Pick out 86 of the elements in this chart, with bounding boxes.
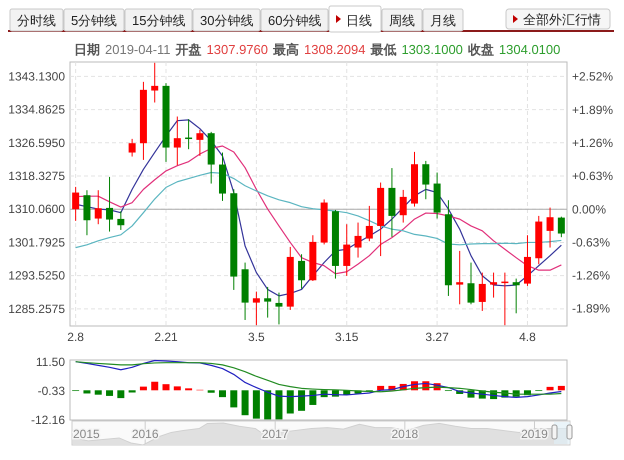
candlestick xyxy=(252,291,260,326)
candlestick xyxy=(174,116,181,166)
x-tick-label: 2016 xyxy=(132,427,159,441)
text: 30分钟线 xyxy=(200,13,254,28)
x-tick-label: 2.8 xyxy=(67,330,84,344)
bar xyxy=(298,390,306,411)
y2-tick-label: +1.89% xyxy=(572,102,614,117)
bar xyxy=(275,390,282,420)
bar xyxy=(286,390,294,414)
bar xyxy=(94,390,102,395)
y-tick-label: -12.16 xyxy=(30,413,66,427)
bar xyxy=(140,386,147,390)
candlestick xyxy=(400,189,407,224)
candlestick xyxy=(558,216,565,238)
x-tick-label: 2.21 xyxy=(154,330,178,344)
y2-tick-label: +0.63% xyxy=(572,169,614,184)
text: 分时线 xyxy=(17,13,56,28)
y-tick-label: -0.33 xyxy=(38,384,66,398)
y-tick-label: 1285.2575 xyxy=(8,302,66,316)
candlestick xyxy=(546,207,554,248)
candlestick xyxy=(354,222,362,258)
y2-tick-label: +2.52% xyxy=(572,70,614,84)
bar xyxy=(546,386,554,390)
bar xyxy=(242,390,249,416)
candlestick xyxy=(456,250,464,305)
y-tick-label: 1293.5250 xyxy=(8,268,66,283)
x-tick-label: 3.5 xyxy=(248,330,266,344)
text: 日期 2019-04-11 开盘 1307.9760 最高 1308.2094 最低 1303.1000 收盘 1304.0100 xyxy=(74,42,560,57)
y2-tick-label: -1.26% xyxy=(572,268,610,283)
text: 5分钟线 xyxy=(71,13,118,28)
y-tick-label: 1301.7925 xyxy=(8,235,66,250)
line-series xyxy=(75,172,562,248)
x-tick-label: 2019 xyxy=(521,427,548,441)
candlestick xyxy=(478,272,486,312)
text: 月线 xyxy=(430,13,456,28)
y-tick-label: 1310.0600 xyxy=(8,202,66,216)
candlestick xyxy=(422,160,430,200)
candlestick xyxy=(117,210,124,230)
candlestick xyxy=(264,286,272,318)
y-tick-label: 1334.8625 xyxy=(8,102,66,117)
text: 15分钟线 xyxy=(132,13,186,28)
candlestick xyxy=(366,205,373,242)
y2-tick-label: +1.26% xyxy=(572,136,614,150)
y2-tick-label: 0.00% xyxy=(572,202,606,216)
y-tick-label: 1326.5950 xyxy=(8,136,66,150)
x-tick-label: 2017 xyxy=(262,427,289,441)
candlestick xyxy=(72,186,80,222)
y-tick-label: 11.50 xyxy=(36,355,66,370)
text: 全部外汇行情 xyxy=(523,12,601,27)
text: 周线 xyxy=(389,13,415,28)
candlestick xyxy=(467,262,474,305)
candlestick xyxy=(512,278,520,314)
candlestick xyxy=(343,224,350,276)
candlestick xyxy=(185,118,192,150)
x-tick-label: 2018 xyxy=(391,427,418,441)
candlestick xyxy=(501,272,508,326)
x-tick-label: 3.15 xyxy=(335,330,359,344)
bar xyxy=(264,390,272,420)
y2-tick-label: -0.63% xyxy=(572,235,610,250)
bar xyxy=(252,390,260,419)
candlestick xyxy=(275,292,282,325)
bar xyxy=(106,390,114,396)
bar xyxy=(218,390,226,398)
bar xyxy=(117,390,124,398)
candlestick xyxy=(490,272,498,298)
candlestick xyxy=(298,254,306,290)
candlestick xyxy=(196,129,204,156)
candlestick xyxy=(106,176,114,232)
bar xyxy=(309,390,316,405)
candlestick xyxy=(151,62,158,104)
x-tick-label: 2015 xyxy=(73,427,100,441)
x-tick-label: 4.8 xyxy=(519,330,536,344)
x-tick-label: 3.27 xyxy=(425,330,450,344)
y-tick-label: 1343.1300 xyxy=(8,69,66,84)
bar xyxy=(151,382,158,390)
candlestick xyxy=(94,190,102,225)
bar xyxy=(558,386,565,390)
text: 日线 xyxy=(346,13,372,28)
bar xyxy=(174,386,181,390)
text: 60分钟线 xyxy=(268,13,322,28)
bar xyxy=(83,390,90,394)
y-tick-label: 1318.3275 xyxy=(8,169,66,184)
bar xyxy=(230,390,238,408)
candlestick xyxy=(128,138,136,158)
bar xyxy=(162,384,170,390)
y2-tick-label: -1.89% xyxy=(572,302,610,316)
